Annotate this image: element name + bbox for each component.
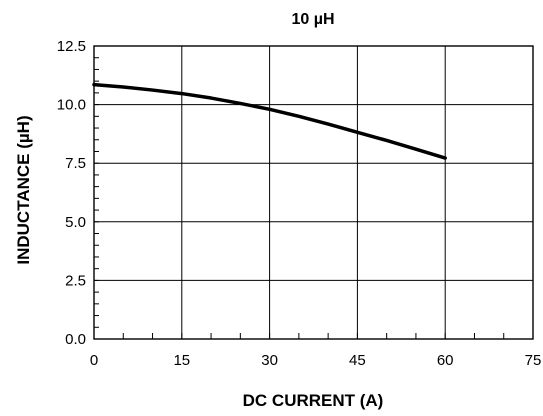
series-line-0 (92, 82, 447, 160)
x-tick-label: 75 (525, 352, 542, 369)
chart-title: 10 µH (291, 11, 334, 28)
x-tick-label: 30 (261, 352, 278, 369)
x-axis-label: DC CURRENT (A) (243, 391, 384, 410)
grid-lines (94, 46, 533, 339)
x-tick-label: 60 (437, 352, 454, 369)
y-tick-label: 0.0 (65, 331, 86, 348)
y-axis-label: INDUCTANCE (µH) (14, 115, 33, 264)
y-tick-label: 7.5 (65, 155, 86, 172)
y-tick-label: 12.5 (57, 38, 86, 55)
x-tick-label: 45 (349, 352, 366, 369)
tick-labels: 0 15 30 45 60 75 0.0 2.5 5.0 7.5 10.0 12.5 (57, 38, 542, 369)
y-tick-label: 2.5 (65, 272, 86, 289)
plot-frame (93, 45, 534, 340)
x-tick-label: 15 (173, 352, 190, 369)
series-layer (92, 82, 447, 160)
y-tick-label: 10.0 (57, 97, 86, 114)
x-tick-label: 0 (90, 352, 98, 369)
y-tick-label: 5.0 (65, 214, 86, 231)
minor-ticks (94, 57, 505, 339)
